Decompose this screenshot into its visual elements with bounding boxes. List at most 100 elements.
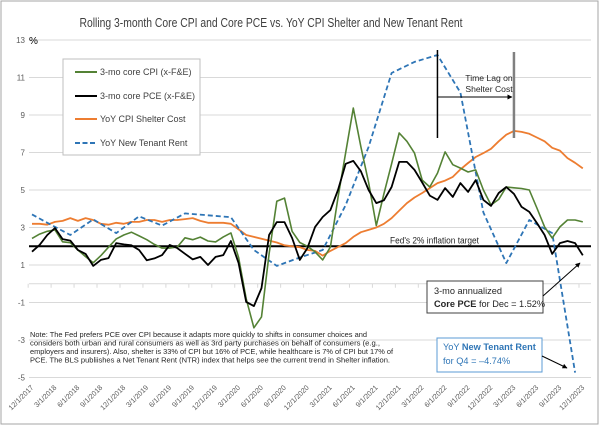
data-point (482, 189, 484, 191)
data-point (490, 205, 492, 207)
data-point (444, 151, 446, 153)
data-point (437, 199, 439, 201)
data-point (337, 189, 339, 191)
data-point (245, 234, 247, 236)
data-point (544, 234, 546, 236)
data-point (69, 234, 71, 236)
data-point (215, 222, 217, 224)
data-point (138, 235, 140, 237)
data-point (62, 241, 64, 243)
data-point (291, 245, 293, 247)
data-point (421, 192, 423, 194)
data-point (482, 212, 484, 214)
data-point (551, 237, 553, 239)
data-point (39, 223, 41, 225)
data-point (253, 305, 255, 307)
data-point (100, 259, 102, 261)
data-point (521, 206, 523, 208)
data-point (77, 249, 79, 251)
data-point (528, 211, 530, 213)
data-point (559, 150, 561, 152)
data-point (100, 255, 102, 257)
data-point (444, 180, 446, 182)
ntr-callout-bold: New Tenant Rent (462, 342, 536, 352)
data-point (467, 171, 469, 173)
data-point (284, 244, 286, 246)
data-point (123, 243, 125, 245)
data-point (276, 221, 278, 223)
data-point (505, 262, 507, 264)
data-point (345, 163, 347, 165)
data-point (215, 256, 217, 258)
data-point (414, 152, 416, 154)
ntr-callout: YoY New Tenant Rent for Q4 = –4.74% (436, 337, 568, 373)
data-point (253, 327, 255, 329)
data-point (383, 193, 385, 195)
data-point (314, 226, 316, 228)
data-point (146, 239, 148, 241)
legend-label: YoY New Tenant Rent (100, 138, 188, 148)
y-tick-label: 13 (16, 36, 25, 45)
time-lag-annotation: Time Lag on Shelter Cost (436, 50, 516, 138)
data-point (85, 217, 87, 219)
data-point (138, 215, 140, 217)
data-point (559, 242, 561, 244)
data-point (284, 197, 286, 199)
data-point (199, 236, 201, 238)
data-point (284, 221, 286, 223)
data-point (161, 254, 163, 256)
series-line-shelter (32, 130, 584, 257)
pce-callout-rest: for Dec = 1.52% (476, 299, 545, 309)
data-point (490, 148, 492, 150)
data-point (337, 197, 339, 199)
data-point (406, 202, 408, 204)
data-point (276, 200, 278, 202)
ntr-callout-arrow (541, 355, 568, 369)
data-point (54, 221, 56, 223)
data-point (551, 253, 553, 255)
data-point (92, 265, 94, 267)
data-point (169, 244, 171, 246)
data-point (192, 258, 194, 260)
data-point (46, 234, 48, 236)
data-point (276, 242, 278, 244)
data-point (215, 241, 217, 243)
y-unit-label: % (29, 36, 38, 47)
data-point (161, 221, 163, 223)
data-point (245, 301, 247, 303)
data-point (238, 262, 240, 264)
data-point (437, 182, 439, 184)
data-point (207, 264, 209, 266)
data-point (498, 192, 500, 194)
data-point (108, 246, 110, 248)
data-point (77, 220, 79, 222)
data-point (184, 218, 186, 220)
legend: 3-mo core CPI (x-F&E) 3-mo core PCE (x-F… (62, 58, 201, 156)
data-point (123, 234, 125, 236)
ntr-callout-line1: YoY New Tenant Rent (443, 342, 536, 352)
data-point (368, 146, 370, 148)
data-point (46, 222, 48, 224)
data-point (146, 219, 148, 221)
data-point (222, 236, 224, 238)
data-point (322, 216, 324, 218)
data-point (39, 244, 41, 246)
data-point (559, 226, 561, 228)
y-tick-label: 7 (21, 149, 26, 158)
data-point (329, 209, 331, 211)
data-point (108, 257, 110, 259)
y-tick-label: -1 (18, 299, 26, 308)
data-point (414, 169, 416, 171)
y-tick-label: 1 (21, 261, 26, 270)
data-point (498, 198, 500, 200)
data-point (574, 162, 576, 164)
data-point (329, 246, 331, 248)
data-point (505, 134, 507, 136)
data-point (459, 92, 461, 94)
data-point (505, 186, 507, 188)
data-point (551, 232, 553, 234)
data-point (391, 186, 393, 188)
legend-label: 3-mo core PCE (x-F&E) (100, 91, 195, 101)
data-point (176, 219, 178, 221)
data-point (207, 240, 209, 242)
